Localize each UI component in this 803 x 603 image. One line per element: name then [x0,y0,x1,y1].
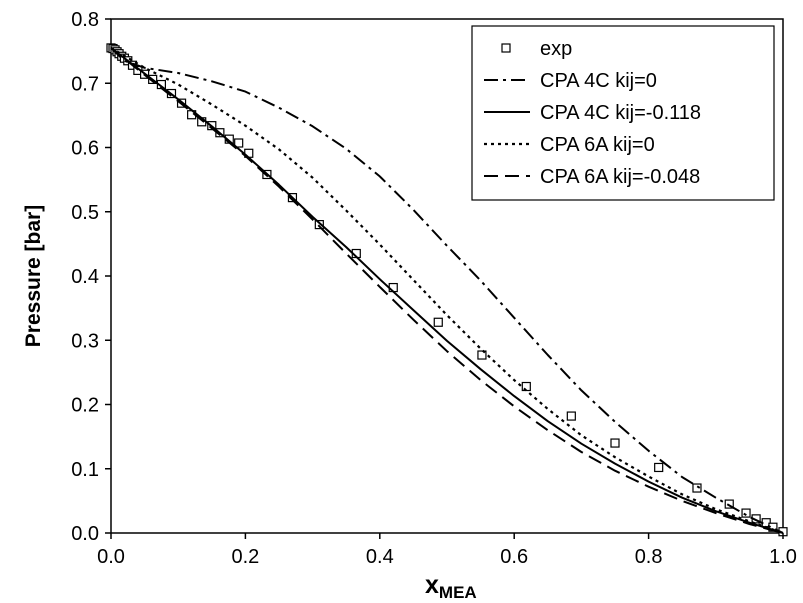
x-axis-title: xMEA [425,571,477,602]
exp-data-point [610,438,620,448]
series-line-cpa-4c-kij-0-118 [110,47,784,534]
x-tick-label: 0.2 [231,546,259,568]
x-tick-label: 0.8 [635,546,663,568]
exp-data-point [741,508,751,518]
legend-label: CPA 6A kij=-0.048 [540,166,700,188]
y-tick-label: 0.6 [71,138,99,160]
legend-label: CPA 6A kij=0 [540,134,655,156]
series-line-cpa-4c-kij-0 [110,47,784,534]
exp-data-point [433,317,443,327]
y-tick-label: 0.3 [71,330,99,352]
y-tick-label: 0.1 [71,459,99,481]
exp-data-point [477,350,487,360]
series-layer [106,43,788,537]
exp-data-point [692,483,702,493]
exp-data-point [314,220,324,230]
series-line-cpa-6a-kij-0 [110,46,784,535]
legend-label: CPA 4C kij=-0.118 [540,102,701,124]
exp-data-point [724,499,734,509]
legend: exp CPA 4C kij=0 CPA 4C kij=-0.118 CPA 6A k… [471,25,775,201]
y-tick-label: 0.7 [71,73,99,95]
x-tick-label: 0.0 [97,546,125,568]
exp-data-point [566,411,576,421]
axis-titles: Pressure [bar] xMEA [22,205,477,602]
x-tick-label: 1.0 [769,546,797,568]
y-tick-label: 0.0 [71,523,99,545]
legend-label: exp [540,38,572,60]
exp-data-point [654,462,664,473]
y-tick-label: 0.5 [71,202,99,224]
legend-swatch-marker [501,43,511,53]
y-tick-label: 0.8 [71,9,99,31]
axes-layer: 0.0 0.2 0.4 0.6 0.8 1.0 0.0 0.1 0.2 0.3 0.4 0.5 0.6 0… [71,9,797,568]
y-tick-label: 0.2 [71,395,99,417]
y-tick-label: 0.4 [71,266,99,288]
series-line-cpa-6a-kij-0-048 [110,47,784,534]
exp-data-point [521,381,531,392]
exp-data-point [234,138,244,148]
y-axis-title: Pressure [bar] [22,205,45,347]
x-tick-label: 0.4 [366,546,394,568]
legend-label: CPA 4C kij=0 [540,70,657,92]
x-tick-label: 0.6 [500,546,528,568]
